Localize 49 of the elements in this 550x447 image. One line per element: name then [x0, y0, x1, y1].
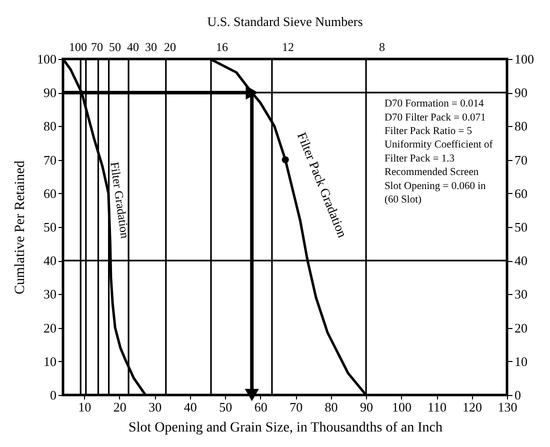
y2-tick-label: 0 [514, 388, 521, 402]
y2-tick-label: 80 [514, 118, 528, 134]
x-axis-title: Slot Opening and Grain Size, in Thousandths of an Inch [128, 420, 442, 436]
y-tick-label: 30 [44, 286, 56, 302]
annotation: D70 Formation = 0.014 D70 Filter Pack = 0.071 Filter Pack Ratio = 5 Uniformity Coefficient of Filter Pack = 1.3 Recommended Screen Slot Opening = 0.060 in (60 Slot) [384, 98, 494, 206]
x-tick-label: 100 [392, 400, 412, 414]
text: U.S. Standard Sieve Numbers [207, 14, 363, 29]
y-tick-label: 10 [44, 354, 56, 369]
x-tick-label: 20 [113, 400, 126, 414]
text: 40 [127, 40, 139, 54]
x-tick-label: 90 [360, 400, 374, 414]
text: 12 [282, 40, 294, 54]
y2-tick-label: 20 [514, 320, 528, 336]
y-tick-label: 20 [44, 320, 56, 336]
y-tick-label: 90 [44, 85, 56, 100]
y2-tick-label: 10 [514, 354, 528, 369]
y2-tick-label: 50 [514, 220, 528, 234]
x-tick-label: 70 [290, 400, 303, 414]
y-axis-title: Cumlative Per Retained [13, 160, 28, 294]
x-tick-label: 110 [428, 400, 447, 414]
text: 70 [91, 40, 103, 54]
y2-tick-label: 60 [514, 186, 528, 201]
y-tick-label: 80 [44, 118, 56, 134]
annotation: Filter Gradation [108, 161, 132, 240]
x-tick-label: 60 [254, 400, 268, 414]
y-tick-label: 0 [50, 388, 56, 402]
y-tick-label: 100 [37, 52, 56, 66]
y-tick-label: 70 [44, 152, 56, 168]
y2-tick-label: 40 [514, 253, 528, 268]
y-tick-label: 60 [44, 186, 56, 201]
text: 100 [69, 40, 87, 54]
text: 8 [379, 40, 385, 54]
text: 20 [164, 40, 176, 54]
x-tick-label: 80 [324, 400, 338, 414]
text: 30 [145, 40, 157, 54]
x-tick-label: 120 [462, 400, 482, 414]
y-tick-label: 50 [44, 220, 56, 234]
text: 16 [216, 40, 228, 54]
y2-tick-label: 30 [514, 286, 528, 302]
x-tick-label: 40 [184, 400, 197, 414]
x-tick-label: 130 [498, 400, 518, 414]
x-tick-label: 50 [219, 400, 232, 414]
y-tick-label: 40 [44, 253, 56, 268]
y2-tick-label: 70 [514, 152, 528, 168]
y2-tick-label: 100 [514, 52, 534, 66]
x-tick-label: 30 [148, 400, 162, 414]
x-tick-label: 10 [78, 400, 92, 414]
y2-tick-label: 90 [514, 85, 528, 100]
text: 50 [109, 40, 121, 54]
